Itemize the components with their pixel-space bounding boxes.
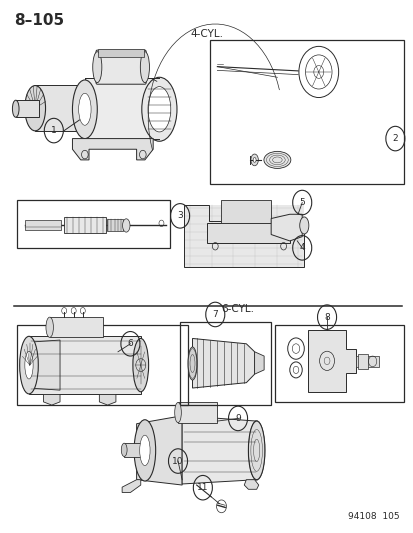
Polygon shape [182,416,256,484]
Text: 11: 11 [197,483,208,492]
Ellipse shape [25,351,33,379]
Text: 5: 5 [299,198,304,207]
Text: 94108  105: 94108 105 [347,512,399,521]
Polygon shape [85,78,159,139]
Bar [210,40,403,184]
Polygon shape [184,205,304,266]
Text: 2: 2 [392,134,397,143]
Ellipse shape [252,158,255,163]
Bar [64,217,105,233]
Ellipse shape [299,217,308,234]
Bar [50,317,103,337]
Ellipse shape [46,317,53,337]
Polygon shape [254,352,263,374]
Bar [98,49,143,57]
Polygon shape [35,85,87,131]
Bar [180,322,271,405]
Polygon shape [29,336,140,394]
Text: 6: 6 [127,340,133,348]
Text: 4-CYL.: 4-CYL. [190,29,223,39]
Polygon shape [271,214,301,241]
Polygon shape [136,416,182,485]
Bar [355,356,378,367]
Ellipse shape [133,338,148,392]
Ellipse shape [122,219,130,232]
Ellipse shape [248,421,264,480]
Bar [178,402,217,423]
Ellipse shape [20,336,38,394]
Bar [221,200,271,223]
Bar [17,325,188,405]
Text: 4: 4 [299,244,304,252]
Polygon shape [72,139,153,160]
Ellipse shape [139,435,150,466]
Text: 1: 1 [51,126,57,135]
Polygon shape [29,340,60,390]
Ellipse shape [141,77,177,141]
Ellipse shape [134,420,155,481]
Text: 3: 3 [177,212,183,220]
Text: 9: 9 [235,414,240,423]
Ellipse shape [121,443,127,456]
Polygon shape [206,223,289,243]
Bar [124,443,143,457]
Ellipse shape [78,93,91,125]
Polygon shape [43,394,60,405]
Ellipse shape [72,80,97,139]
Text: 8: 8 [323,313,329,321]
Ellipse shape [174,402,181,423]
Ellipse shape [12,100,19,117]
Polygon shape [244,480,258,489]
Bar [275,325,403,402]
Bar [357,354,368,369]
Text: 6-CYL.: 6-CYL. [221,304,254,314]
Bar [16,100,38,117]
Polygon shape [99,394,116,405]
Ellipse shape [140,52,149,83]
Polygon shape [122,480,140,492]
Ellipse shape [188,347,197,380]
Ellipse shape [263,151,290,168]
Ellipse shape [148,86,170,132]
Bar [107,219,122,231]
Bar [25,220,61,230]
Polygon shape [192,338,254,388]
Text: 10: 10 [172,457,183,465]
Bar [17,200,169,248]
FancyBboxPatch shape [96,50,146,84]
Ellipse shape [93,52,102,83]
Ellipse shape [250,154,258,166]
Ellipse shape [25,85,45,131]
Text: 7: 7 [212,310,218,319]
Polygon shape [308,330,355,392]
Text: 8–105: 8–105 [14,13,64,28]
